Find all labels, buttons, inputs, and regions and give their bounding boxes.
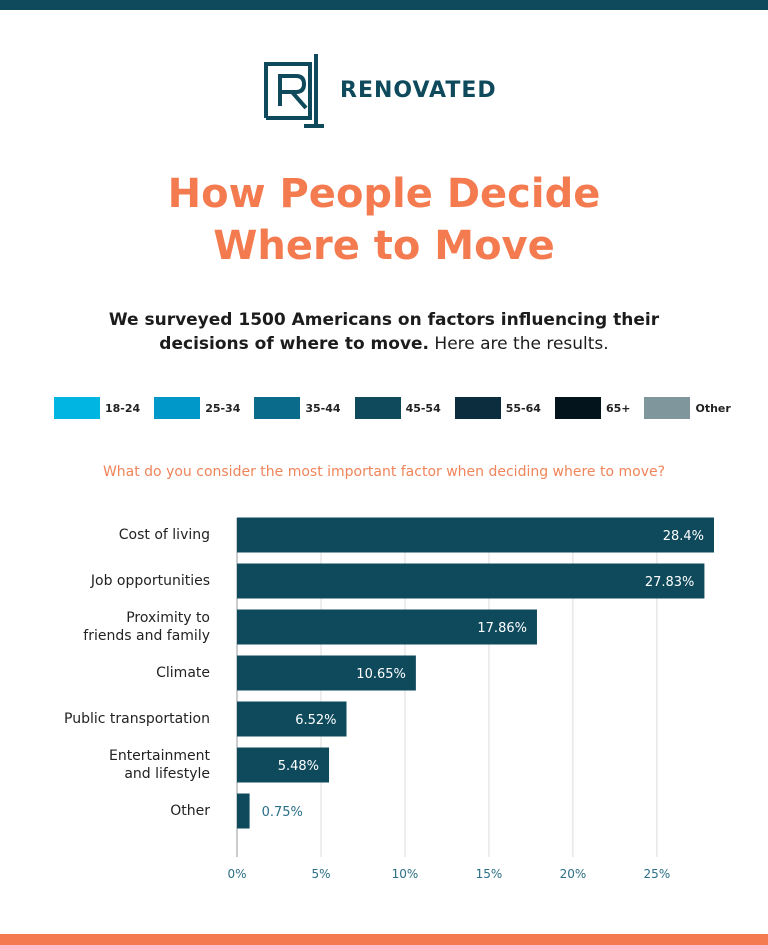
value-label: 5.48% [278, 759, 319, 774]
bar [237, 793, 250, 829]
logo [264, 54, 324, 128]
legend-swatch [644, 397, 691, 419]
legend-label: 65+ [605, 401, 631, 415]
value-label: 17.86% [477, 621, 527, 636]
bar [237, 701, 347, 737]
legend-label: 18-24 [105, 401, 141, 415]
top-band [0, 0, 768, 10]
legend: 18-24 25-34 35-44 45-54 55-64 65+ Other [54, 397, 745, 419]
legend-item: 65+ [554, 397, 631, 419]
category-label: Proximity to friends and family [83, 610, 210, 644]
bar [237, 747, 330, 783]
x-tick-label: 25% [644, 867, 671, 881]
value-label: 28.4% [663, 529, 704, 544]
chart-title: What do you consider the most important … [102, 464, 666, 480]
category-label: Climate [156, 665, 210, 681]
subtitle-rest: Here are the results. [434, 334, 609, 354]
title: How People Decide Where to Move [167, 171, 601, 269]
legend-swatch [554, 397, 601, 419]
x-tick-label: 20% [560, 867, 587, 881]
legend-item: 55-64 [454, 397, 541, 419]
subtitle-bold: We surveyed 1500 Americans on factors in… [108, 310, 660, 354]
subtitle: We surveyed 1500 Americans on factors in… [104, 308, 664, 356]
legend-label: 45-54 [405, 401, 441, 415]
category-label: Entertainment and lifestyle [108, 748, 210, 782]
legend-item: 25-34 [154, 397, 240, 419]
legend-swatch [54, 397, 100, 419]
value-label: 6.52% [295, 713, 336, 728]
bar [237, 609, 537, 645]
bar [237, 517, 714, 553]
value-label: 27.83% [645, 575, 695, 590]
chart: 0% 5% 10% 15% 20% 25% 28.4% 27.83% 17.86% 10.65% 6… [227, 517, 714, 881]
category-label: Cost of living [118, 527, 210, 543]
legend-swatch [454, 397, 501, 419]
legend-swatch [354, 397, 401, 419]
x-tick-label: 10% [392, 867, 419, 881]
legend-label: 25-34 [205, 401, 241, 415]
value-label: 0.75% [262, 805, 303, 820]
legend-item: 18-24 [54, 397, 140, 419]
bottom-band [0, 934, 768, 945]
legend-item: 45-54 [354, 397, 441, 419]
legend-item: 35-44 [254, 397, 341, 419]
legend-label: Other [695, 401, 731, 415]
x-tick-label: 15% [476, 867, 503, 881]
legend-label: 35-44 [305, 401, 341, 415]
bar [237, 655, 416, 691]
category-label: Job opportunities [90, 573, 210, 589]
category-label: Other [170, 803, 210, 819]
bar [237, 563, 705, 599]
legend-label: 55-64 [505, 401, 541, 415]
category-label: Public transportation [64, 711, 210, 727]
x-tick-label: 0% [227, 867, 246, 881]
legend-swatch [254, 397, 301, 419]
value-label: 10.65% [356, 667, 406, 682]
legend-item: Other [644, 397, 731, 419]
x-tick-label: 5% [311, 867, 330, 881]
brand: RENOVATED [340, 78, 497, 103]
legend-swatch [154, 397, 201, 419]
